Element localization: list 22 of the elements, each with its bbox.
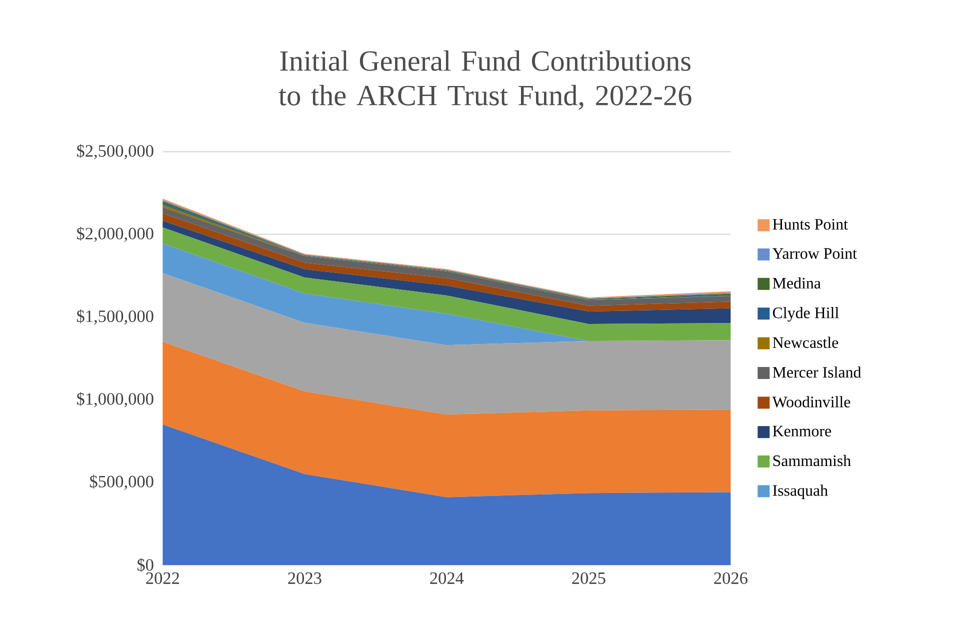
legend-label: Mercer Island xyxy=(772,366,862,378)
chart-title: Initial General Fund Contributions to the ARCH Trust Fund, 2022-26 xyxy=(278,50,692,110)
legend-label: Medina xyxy=(772,277,821,289)
legend-label: Issaquah xyxy=(772,484,828,500)
x-tick-label: 2022 xyxy=(146,572,179,584)
y-tick-label: $0 xyxy=(137,558,154,572)
legend-label: Newcastle xyxy=(772,336,838,348)
y-tick-label: $500,000 xyxy=(90,474,154,490)
legend-label: Hunts Point xyxy=(772,218,848,230)
legend-label: Sammamish xyxy=(773,454,851,466)
x-tick-label: 2026 xyxy=(714,572,748,584)
legend-label: Kenmore xyxy=(772,426,832,436)
legend-label: Woodinville xyxy=(772,396,850,408)
x-tick-label: 2025 xyxy=(572,572,606,584)
y-tick-label: $2,500,000 xyxy=(77,144,154,160)
x-tick-label: 2024 xyxy=(430,572,464,584)
y-tick-label: $2,000,000 xyxy=(77,226,154,242)
legend-label: Yarrow Point xyxy=(772,248,857,259)
x-tick-label: 2023 xyxy=(288,572,322,584)
y-tick-label: $1,500,000 xyxy=(77,309,154,325)
y-tick-label: $1,000,000 xyxy=(77,392,154,408)
legend-label: Clyde Hill xyxy=(772,307,839,322)
